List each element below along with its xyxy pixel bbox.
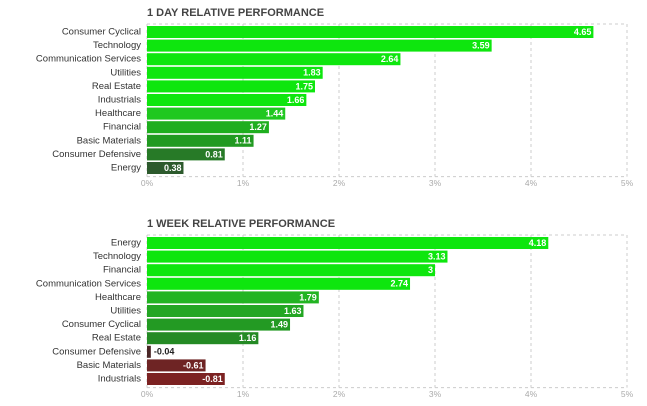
bar: [147, 291, 319, 304]
bar: [147, 237, 549, 249]
value-label: -0.81: [202, 374, 223, 384]
category-label: Utilities: [110, 67, 141, 78]
category-label: Consumer Defensive: [52, 149, 141, 160]
category-label: Real Estate: [92, 333, 141, 344]
x-tick-label: 1%: [237, 389, 250, 399]
value-label: 3: [428, 265, 433, 275]
value-label: 1.27: [249, 122, 267, 132]
bar: [147, 345, 151, 358]
category-label: Healthcare: [95, 108, 141, 119]
category-label: Utilities: [110, 306, 141, 317]
value-label: -0.04: [154, 347, 175, 357]
category-label: Consumer Defensive: [52, 346, 141, 357]
category-label: Financial: [103, 265, 141, 276]
x-tick-label: 4%: [525, 389, 538, 399]
x-tick-label: 0%: [141, 389, 154, 399]
bar: [147, 121, 269, 134]
value-label: 1.83: [303, 68, 321, 78]
x-tick-label: 3%: [429, 178, 442, 188]
bar: [147, 53, 401, 66]
value-label: 1.66: [287, 95, 305, 105]
bar: [147, 107, 286, 120]
value-label: 2.74: [391, 279, 409, 289]
bar: [147, 264, 435, 277]
value-label: 1.75: [295, 81, 313, 91]
value-label: 3.13: [428, 251, 446, 261]
value-label: 1.63: [284, 306, 302, 316]
bar: [147, 134, 254, 147]
category-label: Communication Services: [36, 54, 141, 65]
bar: [147, 94, 307, 106]
category-label: Communication Services: [36, 278, 141, 289]
chart-title: 1 DAY RELATIVE PERFORMANCE: [147, 7, 324, 19]
category-label: Real Estate: [92, 81, 141, 92]
category-label: Consumer Cyclical: [62, 27, 141, 38]
bar: [147, 359, 206, 372]
bar: [147, 162, 184, 174]
value-label: 1.11: [235, 136, 252, 146]
bar: [147, 39, 492, 52]
value-label: 1.44: [266, 108, 284, 118]
value-label: -0.61: [183, 360, 204, 370]
category-label: Consumer Cyclical: [62, 319, 141, 330]
bar: [147, 26, 594, 38]
value-label: 4.18: [529, 238, 547, 248]
category-label: Basic Materials: [77, 135, 142, 146]
category-label: Energy: [111, 163, 141, 174]
value-label: 1.16: [239, 333, 257, 343]
bar: [147, 148, 225, 161]
x-tick-label: 5%: [621, 178, 634, 188]
bar: [147, 305, 304, 317]
category-label: Financial: [103, 122, 141, 133]
category-label: Energy: [111, 238, 141, 249]
x-tick-label: 2%: [333, 389, 346, 399]
value-label: 1.49: [271, 319, 289, 329]
value-label: 3.59: [472, 40, 490, 50]
chart-title: 1 WEEK RELATIVE PERFORMANCE: [147, 218, 335, 230]
category-label: Industrials: [98, 95, 142, 106]
category-label: Basic Materials: [77, 360, 142, 371]
bar: [147, 66, 323, 79]
x-tick-label: 2%: [333, 178, 346, 188]
x-tick-label: 0%: [141, 178, 154, 188]
x-tick-label: 1%: [237, 178, 250, 188]
value-label: 4.65: [574, 27, 592, 37]
bar: [147, 332, 259, 345]
category-label: Technology: [93, 251, 141, 262]
bar: [147, 318, 291, 331]
bar: [147, 277, 411, 290]
x-tick-label: 4%: [525, 178, 538, 188]
x-tick-label: 5%: [621, 389, 634, 399]
bar: [147, 373, 225, 385]
bar: [147, 80, 315, 93]
value-label: 0.38: [164, 163, 182, 173]
value-label: 1.79: [299, 292, 317, 302]
bar: [147, 250, 448, 263]
x-tick-label: 3%: [429, 389, 442, 399]
value-label: 0.81: [205, 149, 223, 159]
category-label: Industrials: [98, 374, 142, 385]
category-label: Healthcare: [95, 292, 141, 303]
category-label: Technology: [93, 40, 141, 51]
value-label: 2.64: [381, 54, 399, 64]
